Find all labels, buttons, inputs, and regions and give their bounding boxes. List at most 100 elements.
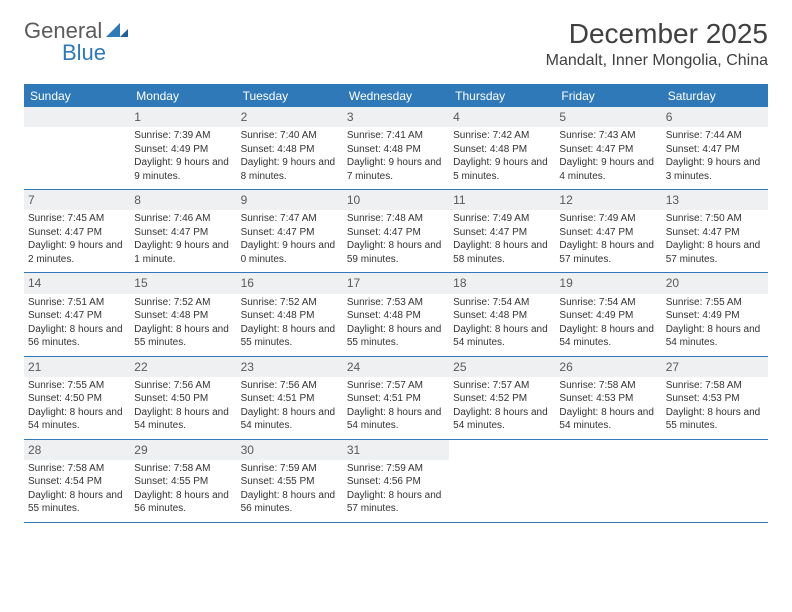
sunset-line: Sunset: 4:50 PM	[134, 392, 232, 406]
weekday-header: Thursday	[449, 85, 555, 107]
sunrise-line: Sunrise: 7:55 AM	[666, 296, 764, 310]
daylight-line: Daylight: 8 hours and 55 minutes.	[28, 489, 126, 516]
calendar-day-cell: 19Sunrise: 7:54 AMSunset: 4:49 PMDayligh…	[555, 273, 661, 355]
day-number: 25	[449, 357, 555, 377]
sunset-line: Sunset: 4:54 PM	[28, 475, 126, 489]
calendar-day-cell: .	[662, 440, 768, 522]
daylight-line: Daylight: 8 hours and 59 minutes.	[347, 239, 445, 266]
day-number: 27	[662, 357, 768, 377]
sunrise-line: Sunrise: 7:50 AM	[666, 212, 764, 226]
sunset-line: Sunset: 4:49 PM	[134, 143, 232, 157]
sunset-line: Sunset: 4:48 PM	[241, 309, 339, 323]
calendar-day-cell: .	[555, 440, 661, 522]
calendar-day-cell: 20Sunrise: 7:55 AMSunset: 4:49 PMDayligh…	[662, 273, 768, 355]
daylight-line: Daylight: 9 hours and 9 minutes.	[134, 156, 232, 183]
brand-word2: Blue	[62, 40, 106, 66]
sunset-line: Sunset: 4:50 PM	[28, 392, 126, 406]
sunrise-line: Sunrise: 7:52 AM	[134, 296, 232, 310]
sunset-line: Sunset: 4:47 PM	[347, 226, 445, 240]
weekday-header: Monday	[130, 85, 236, 107]
sunrise-line: Sunrise: 7:55 AM	[28, 379, 126, 393]
sunrise-line: Sunrise: 7:42 AM	[453, 129, 551, 143]
day-number: 7	[24, 190, 130, 210]
calendar-day-cell: 14Sunrise: 7:51 AMSunset: 4:47 PMDayligh…	[24, 273, 130, 355]
day-number: 24	[343, 357, 449, 377]
day-number: 26	[555, 357, 661, 377]
sunrise-line: Sunrise: 7:49 AM	[559, 212, 657, 226]
sunset-line: Sunset: 4:49 PM	[559, 309, 657, 323]
sunrise-line: Sunrise: 7:59 AM	[241, 462, 339, 476]
day-number: 2	[237, 107, 343, 127]
calendar-day-cell: 4Sunrise: 7:42 AMSunset: 4:48 PMDaylight…	[449, 107, 555, 189]
calendar-day-cell: 8Sunrise: 7:46 AMSunset: 4:47 PMDaylight…	[130, 190, 236, 272]
sunrise-line: Sunrise: 7:39 AM	[134, 129, 232, 143]
page-header: General Blue December 2025 Mandalt, Inne…	[0, 0, 792, 76]
calendar-day-cell: 31Sunrise: 7:59 AMSunset: 4:56 PMDayligh…	[343, 440, 449, 522]
sunset-line: Sunset: 4:48 PM	[347, 143, 445, 157]
sunset-line: Sunset: 4:47 PM	[559, 143, 657, 157]
calendar-day-cell: 1 Sunrise: 7:39 AMSunset: 4:49 PMDaylight…	[130, 107, 236, 189]
calendar-week-row: 7Sunrise: 7:45 AMSunset: 4:47 PMDaylight…	[24, 190, 768, 273]
day-number: 5	[555, 107, 661, 127]
sunrise-line: Sunrise: 7:56 AM	[241, 379, 339, 393]
sunset-line: Sunset: 4:55 PM	[241, 475, 339, 489]
sunset-line: Sunset: 4:47 PM	[28, 309, 126, 323]
sunset-line: Sunset: 4:51 PM	[347, 392, 445, 406]
day-number: 6	[662, 107, 768, 127]
day-number: 20	[662, 273, 768, 293]
sunset-line: Sunset: 4:47 PM	[241, 226, 339, 240]
calendar-day-cell: 3Sunrise: 7:41 AMSunset: 4:48 PMDaylight…	[343, 107, 449, 189]
day-number: 16	[237, 273, 343, 293]
day-number: 18	[449, 273, 555, 293]
weekday-header: Saturday	[662, 85, 768, 107]
day-number: 22	[130, 357, 236, 377]
weekday-header: Sunday	[24, 85, 130, 107]
daylight-line: Daylight: 8 hours and 56 minutes.	[134, 489, 232, 516]
day-number: 11	[449, 190, 555, 210]
calendar-day-cell: 17Sunrise: 7:53 AMSunset: 4:48 PMDayligh…	[343, 273, 449, 355]
calendar-day-cell: .	[449, 440, 555, 522]
sunset-line: Sunset: 4:48 PM	[453, 143, 551, 157]
daylight-line: Daylight: 8 hours and 56 minutes.	[28, 323, 126, 350]
calendar-day-cell: 24Sunrise: 7:57 AMSunset: 4:51 PMDayligh…	[343, 357, 449, 439]
sunrise-line: Sunrise: 7:44 AM	[666, 129, 764, 143]
day-number: 10	[343, 190, 449, 210]
sunset-line: Sunset: 4:47 PM	[28, 226, 126, 240]
daylight-line: Daylight: 8 hours and 54 minutes.	[453, 323, 551, 350]
sunrise-line: Sunrise: 7:52 AM	[241, 296, 339, 310]
brand-triangle-icon	[106, 21, 128, 42]
calendar-day-cell: 11Sunrise: 7:49 AMSunset: 4:47 PMDayligh…	[449, 190, 555, 272]
day-number: 1	[130, 107, 236, 127]
sunset-line: Sunset: 4:53 PM	[559, 392, 657, 406]
day-number: .	[24, 107, 130, 127]
calendar-day-cell: 29Sunrise: 7:58 AMSunset: 4:55 PMDayligh…	[130, 440, 236, 522]
day-number: 12	[555, 190, 661, 210]
sunrise-line: Sunrise: 7:47 AM	[241, 212, 339, 226]
daylight-line: Daylight: 8 hours and 54 minutes.	[666, 323, 764, 350]
day-number: 15	[130, 273, 236, 293]
daylight-line: Daylight: 8 hours and 54 minutes.	[559, 323, 657, 350]
daylight-line: Daylight: 9 hours and 3 minutes.	[666, 156, 764, 183]
sunrise-line: Sunrise: 7:51 AM	[28, 296, 126, 310]
calendar-day-cell: 26Sunrise: 7:58 AMSunset: 4:53 PMDayligh…	[555, 357, 661, 439]
calendar-day-cell: 21Sunrise: 7:55 AMSunset: 4:50 PMDayligh…	[24, 357, 130, 439]
daylight-line: Daylight: 8 hours and 55 minutes.	[241, 323, 339, 350]
sunset-line: Sunset: 4:48 PM	[453, 309, 551, 323]
daylight-line: Daylight: 8 hours and 57 minutes.	[347, 489, 445, 516]
sunrise-line: Sunrise: 7:54 AM	[453, 296, 551, 310]
day-number: 28	[24, 440, 130, 460]
calendar-body: .1Sunrise: 7:39 AMSunset: 4:49 PMDayligh…	[24, 107, 768, 523]
day-number: 9	[237, 190, 343, 210]
day-number: 8	[130, 190, 236, 210]
calendar-table: SundayMondayTuesdayWednesdayThursdayFrid…	[24, 84, 768, 523]
calendar-day-cell: 5Sunrise: 7:43 AMSunset: 4:47 PMDaylight…	[555, 107, 661, 189]
daylight-line: Daylight: 8 hours and 54 minutes.	[28, 406, 126, 433]
calendar-day-cell: .	[24, 107, 130, 189]
daylight-line: Daylight: 8 hours and 55 minutes.	[666, 406, 764, 433]
day-number: 4	[449, 107, 555, 127]
sunset-line: Sunset: 4:48 PM	[134, 309, 232, 323]
weekday-header: Tuesday	[237, 85, 343, 107]
daylight-line: Daylight: 8 hours and 55 minutes.	[347, 323, 445, 350]
calendar-day-cell: 6Sunrise: 7:44 AMSunset: 4:47 PMDaylight…	[662, 107, 768, 189]
day-number: 3	[343, 107, 449, 127]
